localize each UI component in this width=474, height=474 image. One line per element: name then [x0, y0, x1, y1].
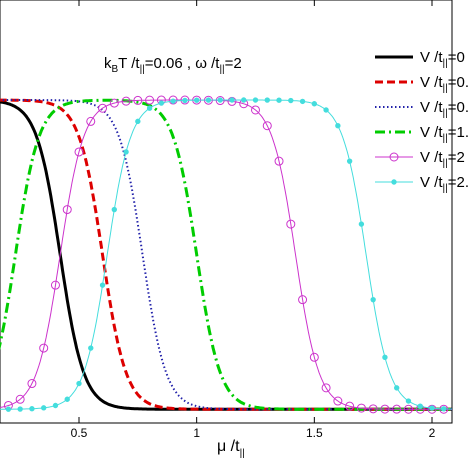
series-marker [52, 402, 59, 409]
series-marker [205, 97, 212, 103]
x-tick-label: 1 [193, 426, 200, 440]
series-marker [394, 385, 400, 391]
series-marker [370, 296, 376, 303]
series-marker [17, 406, 23, 412]
legend-label: V /t||=1. [420, 124, 469, 144]
series-marker [262, 121, 272, 131]
series-marker [335, 123, 341, 129]
x-tick-label: 1.5 [306, 426, 323, 440]
x-axis-label: μ /t|| [217, 438, 245, 459]
series-marker [358, 221, 365, 227]
series-marker [27, 379, 37, 389]
series-marker [5, 406, 12, 412]
series-marker [215, 96, 225, 106]
plot-area-frame [0, 0, 453, 424]
series-marker [99, 282, 106, 288]
x-tick-label: 0.5 [71, 426, 88, 440]
legend-label: V /t||=0. [420, 74, 469, 94]
legend: V /t||=0 V /t||=0. V /t||=0. V /t||=1. V /t|… [375, 49, 469, 194]
series-marker [145, 95, 155, 105]
series-marker [29, 406, 35, 412]
series-marker [168, 95, 178, 105]
series-marker [345, 401, 355, 411]
series-marker [298, 295, 308, 305]
series-marker [133, 95, 143, 105]
legend-label: V /t||=2. [420, 174, 469, 194]
series-marker [403, 404, 413, 414]
series-marker [39, 343, 49, 353]
x-axis-ticks: 0.5 1 1.5 2 [71, 0, 436, 440]
series-marker [135, 118, 141, 125]
series-marker [346, 158, 353, 164]
series-marker [241, 97, 247, 103]
series-marker [405, 398, 412, 404]
series-marker [321, 383, 331, 393]
series-marker [62, 205, 72, 215]
chart-annotation: kBT /t||=0.06 , ω /t||=2 [104, 55, 242, 75]
series-marker [427, 404, 437, 414]
series-marker [356, 403, 366, 413]
series-marker [217, 97, 223, 103]
legend-label: V /t||=0 [420, 49, 465, 69]
series-marker [76, 380, 82, 387]
series-marker [64, 396, 70, 402]
series-marker [41, 405, 47, 411]
series-marker [252, 97, 259, 103]
legend-marker [391, 179, 397, 185]
series-marker [368, 404, 378, 414]
legend-marker [389, 152, 399, 162]
x-tick-label: 2 [429, 426, 436, 440]
series-marker [417, 403, 423, 409]
series-marker [276, 97, 282, 103]
series-marker [109, 98, 119, 108]
series-marker [86, 116, 96, 126]
series-marker [286, 219, 296, 229]
series-marker [382, 354, 388, 360]
series-marker [111, 206, 118, 213]
series-marker [146, 105, 153, 111]
series-marker [309, 352, 319, 362]
series-marker [15, 394, 25, 404]
series-marker [193, 97, 200, 103]
series-line [0, 99, 452, 410]
series-marker [182, 97, 188, 104]
series-marker [392, 404, 402, 414]
series-marker [98, 103, 108, 113]
series-marker [311, 101, 318, 107]
series-marker [74, 147, 84, 157]
series-marker [274, 156, 284, 166]
data-series-group [0, 95, 452, 414]
legend-label: V /t||=0. [420, 99, 469, 119]
series-marker [264, 97, 270, 103]
legend-label: V /t||=2 [420, 149, 465, 169]
series-marker [323, 107, 329, 113]
series-marker [333, 396, 343, 406]
series-marker [88, 345, 94, 351]
series-marker [299, 98, 306, 105]
series-marker [50, 280, 60, 290]
series-marker [429, 405, 435, 411]
series-line [0, 98, 452, 411]
series-marker [123, 149, 129, 155]
series-marker [288, 97, 294, 104]
series-marker [170, 98, 176, 104]
series-marker [229, 97, 235, 103]
series-marker [441, 406, 447, 412]
series-marker [251, 105, 260, 115]
series-marker [380, 404, 390, 414]
series-line [0, 98, 452, 411]
series-marker [158, 100, 165, 106]
series-marker [121, 96, 131, 106]
